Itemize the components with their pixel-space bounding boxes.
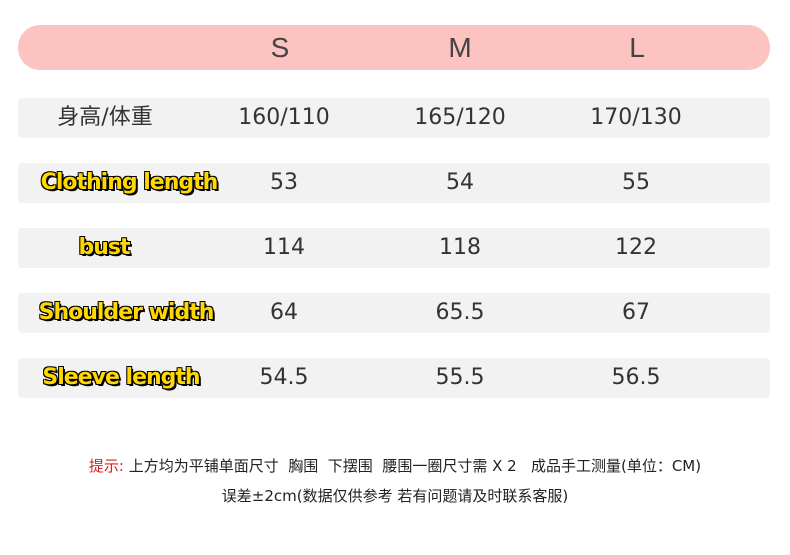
size-header-bar: S M L bbox=[18, 25, 770, 70]
table-row: bust 114 118 122 bbox=[18, 228, 770, 268]
size-l: L bbox=[629, 32, 645, 63]
note-line-2: 误差±2cm(数据仅供参考 若有问题请及时联系客服) bbox=[221, 487, 569, 505]
row-label: 身高/体重 bbox=[57, 105, 153, 130]
cell-l: 170/130 bbox=[590, 105, 682, 130]
note-text: 上方均为平铺单面尺寸 胸围 下摆围 腰围一圈尺寸需 X 2 成品手工测量(单位：… bbox=[123, 457, 702, 475]
table-row: Sleeve length 54.5 55.5 56.5 bbox=[18, 358, 770, 398]
row-label: Clothing length bbox=[40, 170, 219, 195]
row-label: Shoulder width bbox=[38, 300, 215, 325]
cell-l: 67 bbox=[622, 300, 650, 325]
cell-l: 56.5 bbox=[611, 365, 661, 390]
row-label: bust bbox=[78, 235, 130, 260]
cell-s: 160/110 bbox=[238, 105, 330, 130]
row-label: Sleeve length bbox=[42, 365, 200, 390]
cell-s: 64 bbox=[270, 300, 298, 325]
size-m: M bbox=[448, 32, 472, 63]
cell-m: 54 bbox=[446, 170, 474, 195]
cell-m: 65.5 bbox=[435, 300, 485, 325]
cell-s: 114 bbox=[263, 235, 305, 260]
cell-s: 54.5 bbox=[259, 365, 309, 390]
table-row: 身高/体重 160/110 165/120 170/130 bbox=[18, 98, 770, 138]
table-row: Clothing length 53 54 55 bbox=[18, 163, 770, 203]
cell-l: 55 bbox=[622, 170, 650, 195]
cell-s: 53 bbox=[270, 170, 298, 195]
size-s: S bbox=[270, 32, 290, 63]
note-line-1: 提示: 上方均为平铺单面尺寸 胸围 下摆围 腰围一圈尺寸需 X 2 成品手工测量… bbox=[0, 455, 790, 476]
table-row: Shoulder width 64 65.5 67 bbox=[18, 293, 770, 333]
cell-l: 122 bbox=[615, 235, 657, 260]
cell-m: 165/120 bbox=[414, 105, 506, 130]
note-prefix: 提示: bbox=[88, 457, 124, 475]
cell-m: 55.5 bbox=[435, 365, 485, 390]
cell-m: 118 bbox=[439, 235, 481, 260]
